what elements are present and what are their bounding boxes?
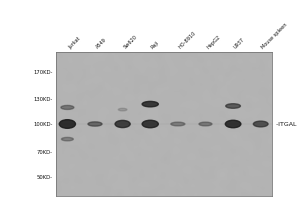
- Text: Jurkat: Jurkat: [68, 36, 81, 50]
- Text: HepG2: HepG2: [206, 34, 221, 50]
- Text: HO-8910: HO-8910: [178, 31, 197, 50]
- Text: Sw620: Sw620: [123, 34, 138, 50]
- Ellipse shape: [142, 120, 158, 128]
- Text: A549: A549: [95, 37, 108, 50]
- Text: 100KD-: 100KD-: [33, 121, 52, 127]
- Text: 70KD-: 70KD-: [37, 150, 52, 155]
- Text: 170KD-: 170KD-: [33, 70, 52, 75]
- Ellipse shape: [142, 101, 158, 107]
- Ellipse shape: [88, 122, 102, 126]
- Text: 130KD-: 130KD-: [33, 97, 52, 102]
- Ellipse shape: [226, 104, 240, 108]
- Text: –ITGAL: –ITGAL: [276, 121, 298, 127]
- Text: Raji: Raji: [150, 40, 161, 50]
- Ellipse shape: [59, 120, 76, 128]
- Text: 50KD-: 50KD-: [37, 175, 52, 180]
- Ellipse shape: [171, 122, 185, 126]
- Ellipse shape: [115, 120, 130, 128]
- Ellipse shape: [61, 137, 73, 141]
- Ellipse shape: [118, 108, 127, 111]
- Ellipse shape: [61, 105, 74, 109]
- Ellipse shape: [225, 120, 241, 128]
- Ellipse shape: [254, 121, 268, 127]
- Text: Mouse spleen: Mouse spleen: [261, 22, 289, 50]
- Text: U937: U937: [233, 37, 246, 50]
- Ellipse shape: [199, 122, 212, 126]
